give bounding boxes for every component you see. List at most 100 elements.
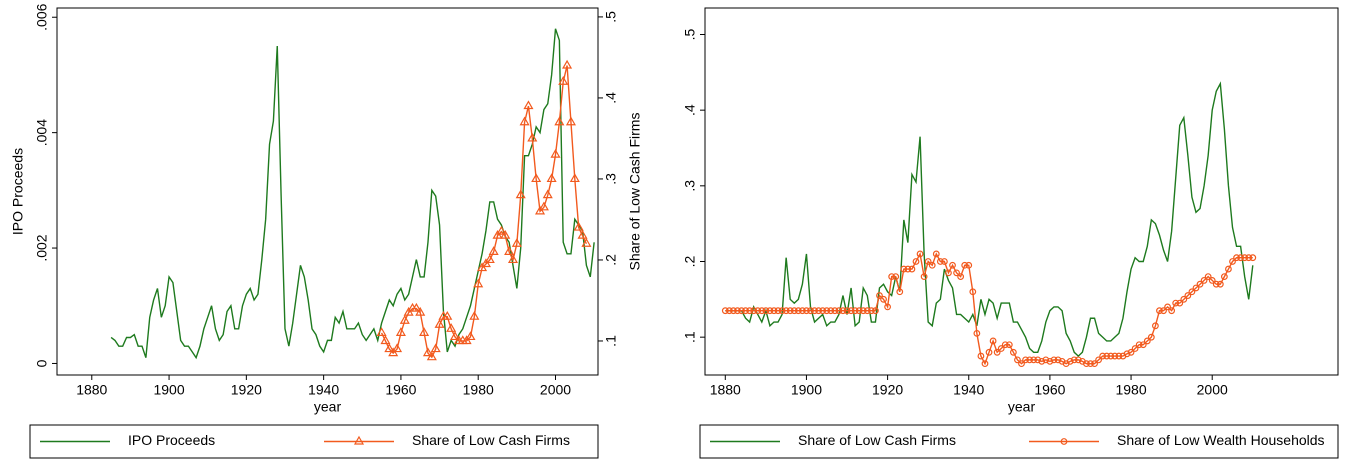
x-tick-label: 1880	[710, 382, 741, 398]
marker	[484, 254, 495, 264]
marker	[827, 307, 835, 315]
marker	[884, 303, 891, 311]
marker	[1164, 303, 1171, 311]
marker	[554, 116, 565, 126]
marker	[977, 352, 985, 360]
marker	[997, 345, 1005, 352]
marker	[1099, 352, 1107, 360]
marker	[1237, 254, 1245, 262]
x-tick-label: 1980	[1115, 382, 1146, 398]
marker	[1030, 356, 1038, 364]
marker	[863, 307, 871, 315]
marker	[941, 258, 948, 265]
marker	[912, 258, 920, 265]
marker	[565, 116, 576, 126]
marker	[872, 307, 879, 315]
marker	[961, 261, 969, 269]
y2-tick-label: .4	[603, 92, 619, 104]
marker	[1135, 341, 1143, 349]
x-tick-label: 1960	[385, 382, 416, 398]
marker	[527, 132, 538, 142]
marker	[831, 307, 839, 315]
x-tick-label: 1940	[953, 382, 984, 398]
marker	[981, 360, 989, 368]
x-axis-label: year	[314, 399, 342, 415]
marker	[742, 307, 749, 315]
marker	[851, 307, 859, 315]
marker	[446, 323, 457, 332]
marker	[1046, 357, 1054, 365]
x-tick-label: 1980	[463, 382, 494, 398]
marker	[419, 327, 430, 336]
marker	[1115, 352, 1123, 360]
marker	[1091, 360, 1098, 368]
legend-box	[29, 424, 599, 459]
marker	[1103, 352, 1111, 360]
marker	[1216, 280, 1224, 288]
marker	[469, 310, 480, 320]
marker	[546, 173, 557, 183]
marker	[1070, 356, 1078, 364]
marker	[1042, 356, 1050, 364]
marker	[867, 307, 875, 315]
marker	[538, 201, 549, 211]
x-tick-label: 1900	[791, 382, 822, 398]
y-tick-label: .006	[34, 3, 50, 30]
marker	[1168, 307, 1176, 315]
marker	[465, 331, 476, 341]
y-axis-label: IPO Proceeds	[10, 148, 26, 235]
marker	[384, 343, 395, 353]
marker	[558, 76, 569, 85]
marker	[1184, 292, 1192, 299]
marker	[1009, 348, 1017, 356]
marker	[896, 288, 904, 296]
marker	[730, 307, 737, 315]
marker	[1208, 277, 1216, 284]
marker	[1160, 307, 1167, 315]
y-tick-label: 0	[34, 359, 50, 367]
marker	[953, 269, 960, 277]
marker	[973, 329, 981, 337]
marker	[519, 116, 530, 126]
marker	[411, 302, 422, 312]
legend-marker	[1060, 438, 1068, 445]
legend-label: IPO Proceeds	[128, 432, 215, 448]
marker	[1026, 356, 1034, 364]
marker	[1131, 345, 1139, 352]
marker	[1220, 273, 1228, 281]
marker	[807, 307, 814, 315]
marker	[434, 319, 445, 328]
marker	[511, 238, 522, 247]
marker	[734, 307, 741, 315]
marker	[392, 343, 403, 353]
marker	[523, 100, 534, 110]
marker	[880, 295, 887, 303]
marker	[1107, 352, 1115, 360]
marker	[1212, 280, 1220, 288]
marker	[803, 307, 810, 315]
marker	[908, 265, 916, 273]
marker	[815, 307, 823, 315]
marker	[500, 229, 511, 239]
y-tick-label: .3	[682, 180, 698, 192]
marker	[1200, 277, 1208, 284]
y2-axis-label: Share of Low Cash Firms	[627, 113, 643, 271]
marker	[1152, 322, 1159, 330]
marker	[949, 261, 956, 269]
marker	[750, 307, 758, 315]
marker	[1245, 254, 1253, 262]
marker	[798, 307, 806, 315]
marker	[531, 173, 542, 183]
marker	[1083, 360, 1090, 368]
marker	[1180, 295, 1188, 303]
marker	[1074, 356, 1082, 364]
y-tick-label: .2	[682, 255, 698, 267]
legend-label: Share of Low Cash Firms	[412, 432, 570, 448]
marker	[900, 265, 908, 273]
marker	[1176, 299, 1184, 307]
marker	[1147, 333, 1155, 341]
marker	[1143, 337, 1151, 345]
marker	[1066, 357, 1074, 365]
x-tick-label: 1880	[76, 382, 107, 398]
marker	[1196, 280, 1204, 288]
